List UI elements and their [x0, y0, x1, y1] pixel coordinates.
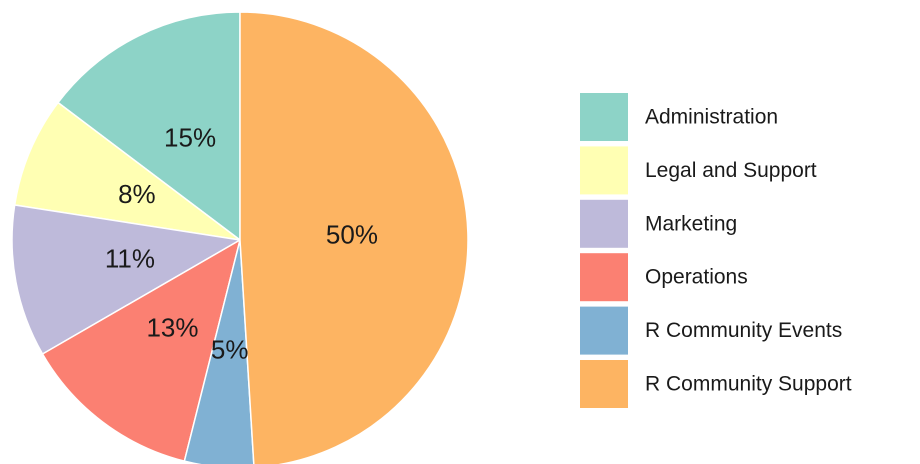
legend-swatch [580, 253, 628, 302]
legend-label: Administration [645, 106, 778, 129]
value-label: 15% [164, 123, 216, 153]
legend-swatch [580, 306, 628, 355]
value-label: 50% [326, 219, 378, 249]
pie-slice [183, 239, 255, 464]
legend-label: R Community Events [645, 319, 842, 342]
legend-label: Operations [645, 266, 748, 289]
pie-slice [239, 11, 469, 464]
legend-label: Marketing [645, 212, 737, 235]
legend-label: R Community Support [645, 373, 852, 396]
value-label: 8% [118, 179, 156, 209]
legend-swatch [580, 199, 628, 248]
legend-swatch [580, 360, 628, 408]
pie-slice [41, 238, 242, 463]
value-label: 13% [146, 312, 198, 342]
value-label: 11% [105, 243, 155, 273]
pie-slice [11, 204, 243, 356]
legend-swatch [580, 93, 628, 141]
legend-label: Legal and Support [645, 159, 817, 182]
value-label: 5% [211, 334, 249, 364]
pie-slice [13, 101, 241, 241]
legend-swatch [580, 146, 628, 195]
pie-slice [57, 11, 241, 242]
